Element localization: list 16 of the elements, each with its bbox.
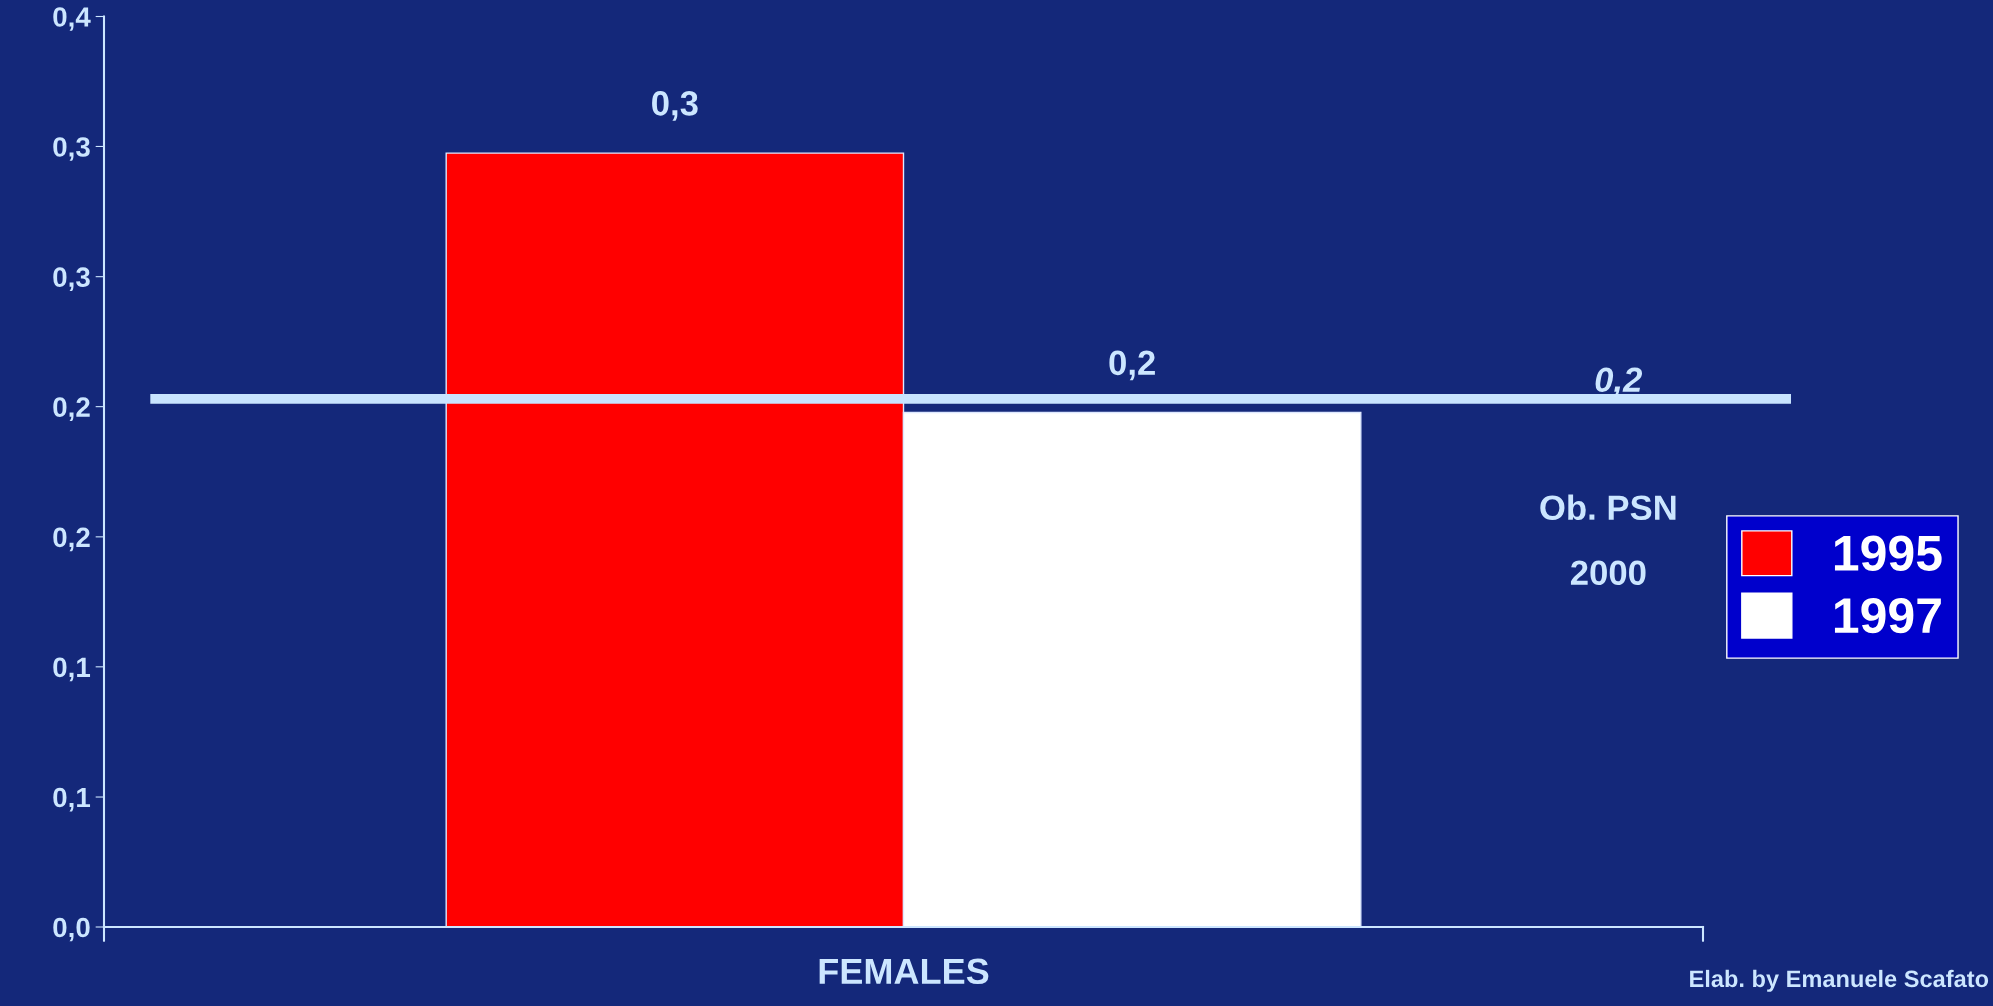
x-tick-label: FEMALES bbox=[819, 958, 989, 985]
y-tick-label: 0,2 bbox=[53, 527, 90, 552]
y-tick-label: 0,4 bbox=[53, 7, 91, 31]
legend-label: 1997 bbox=[1834, 597, 1941, 634]
text: Elab. by Emanuele Scafato bbox=[1690, 969, 1989, 992]
y-tick-label: 0,0 bbox=[53, 917, 90, 942]
y-tick-label: 0,3 bbox=[53, 137, 90, 161]
data-label: 0,2 bbox=[1109, 350, 1155, 381]
y-tick-label: 0,3 bbox=[53, 267, 90, 292]
ref-line-label: 0,2 bbox=[1595, 367, 1643, 398]
data-label: 0,3 bbox=[652, 91, 698, 121]
y-tick-label: 0,2 bbox=[53, 397, 90, 422]
y-tick-label: 0,1 bbox=[53, 657, 91, 682]
y-tick-label: 0,1 bbox=[53, 787, 91, 812]
annotation: Ob. PSN 2000 bbox=[1540, 494, 1676, 586]
legend-label: 1995 bbox=[1834, 535, 1942, 571]
